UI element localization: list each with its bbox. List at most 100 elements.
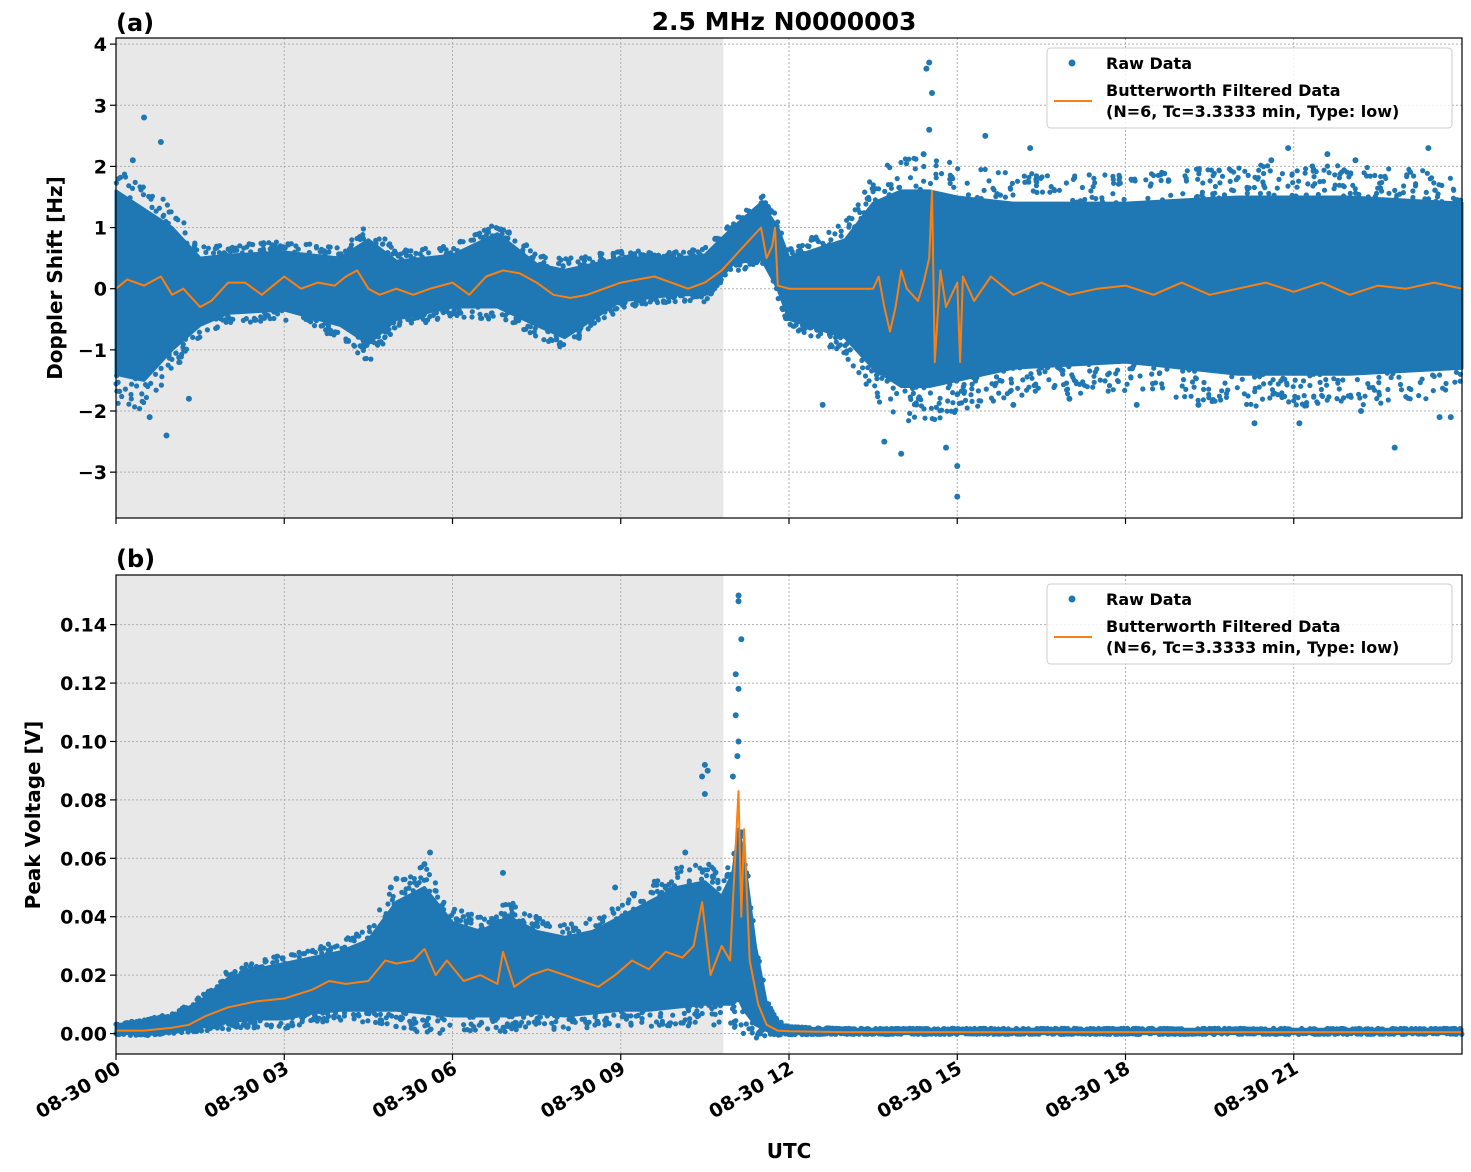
panel-b-raw-point [640, 898, 647, 905]
panel-a-raw-point [1326, 170, 1332, 176]
panel-a-raw-point [1303, 166, 1309, 172]
panel-b-raw-point [478, 1019, 484, 1025]
panel-b-raw-point [1065, 1026, 1071, 1032]
panel-b-raw-point [332, 1010, 339, 1016]
panel-a-raw-point [544, 263, 550, 270]
panel-b-raw-point [531, 1019, 537, 1025]
panel-a-ytick-label: 0 [94, 279, 107, 301]
panel-a-raw-point [472, 232, 478, 238]
panel-a-raw-point [132, 179, 138, 185]
panel-b-raw-point [711, 874, 717, 881]
panel-b-raw-point [748, 905, 754, 911]
panel-b-raw-point [383, 911, 389, 917]
panel-a-raw-point [1168, 192, 1174, 198]
panel-b-raw-point [199, 1028, 205, 1034]
panel-a-raw-point [601, 315, 607, 321]
panel-a-raw-point [852, 207, 858, 213]
panel-a-raw-point [128, 396, 134, 402]
panel-a-raw-point [483, 312, 489, 318]
panel-b-raw-point [327, 947, 333, 953]
panel-a-raw-point [1091, 379, 1097, 385]
panel-a-raw-point [716, 236, 722, 242]
panel-a-raw-point [1195, 397, 1201, 403]
panel-b-raw-point [226, 1026, 232, 1032]
panel-b-raw-point [371, 1011, 377, 1017]
panel-b-raw-point [255, 1024, 261, 1030]
panel-a-raw-point [1335, 163, 1341, 169]
panel-b-raw-point [686, 1004, 692, 1010]
panel-a-raw-point [382, 236, 388, 242]
panel-b-raw-point [833, 1031, 839, 1037]
panel-b-raw-point [919, 1026, 926, 1032]
panel-b-raw-point [611, 1012, 617, 1018]
panel-a-raw-point [950, 400, 956, 406]
panel-a-raw-point [947, 382, 953, 388]
panel-b-raw-point [407, 880, 413, 886]
panel-b-raw-point [692, 1019, 698, 1025]
panel-b-raw-point [459, 908, 465, 914]
panel-a-raw-point [168, 365, 174, 371]
panel-b-raw-outlier [427, 849, 434, 856]
panel-b-raw-point [121, 1031, 127, 1037]
panel-a-raw-point [121, 171, 128, 177]
panel-b-raw-point [964, 1026, 970, 1032]
panel-a-raw-point [1384, 370, 1390, 376]
panel-a-raw-point [743, 207, 750, 213]
panel-b-raw-point [393, 1023, 399, 1030]
panel-b-raw-point [435, 1012, 441, 1018]
panel-a-raw-point [1285, 183, 1291, 189]
panel-a-raw-point [1166, 178, 1172, 184]
panel-b-raw-point [951, 1026, 957, 1032]
panel-b-raw-point [1389, 1026, 1395, 1032]
panel-a-raw-point [1196, 166, 1202, 172]
panel-b-raw-point [1262, 1026, 1268, 1032]
panel-b-raw-point [251, 1021, 257, 1027]
panel-b-raw-point [453, 916, 459, 922]
panel-b-raw-point [393, 1014, 399, 1020]
panel-b-raw-point [725, 871, 731, 877]
panel-b-raw-point [441, 906, 447, 913]
panel-a-raw-point [311, 323, 318, 329]
panel-a-raw-point [1262, 185, 1268, 191]
panel-a-raw-point [820, 240, 826, 246]
panel-a-raw-point [192, 240, 198, 246]
panel-b-raw-point [619, 902, 626, 908]
panel-a-raw-point [1319, 392, 1325, 398]
panel-a-raw-point [1179, 383, 1185, 389]
panel-a-raw-outlier [1268, 157, 1275, 164]
panel-b-ytick-label: 0.00 [60, 1024, 107, 1046]
panel-a-raw-point [1102, 172, 1108, 178]
panel-a-raw-point [828, 342, 834, 348]
panel-a-raw-point [1365, 194, 1371, 200]
panel-b-raw-point [1161, 1025, 1167, 1031]
panel-a-raw-point [334, 245, 340, 251]
panel-a-raw-point [1410, 194, 1416, 201]
panel-a-raw-point [993, 193, 999, 200]
panel-a-raw-point [896, 184, 903, 190]
panel-a-raw-point [890, 409, 896, 415]
panel-b-raw-point [339, 945, 345, 951]
panel-a-raw-point [856, 370, 862, 376]
panel-a-raw-point [1292, 393, 1298, 399]
panel-a-raw-point [990, 185, 996, 191]
panel-a-raw-point [932, 416, 938, 422]
panel-a-raw-point [196, 329, 202, 335]
panel-b-raw-point [1334, 1026, 1340, 1032]
panel-b-raw-point [593, 923, 599, 929]
panel-a-raw-point [797, 327, 803, 333]
panel-a-raw-point [582, 262, 588, 268]
panel-a-raw-point [947, 159, 953, 165]
panel-b-raw-point [1118, 1025, 1124, 1032]
panel-a-raw-point [618, 300, 625, 306]
panel-a-raw-point [126, 183, 132, 189]
panel-a-raw-point [1315, 191, 1321, 198]
panel-b-raw-point [1078, 1026, 1084, 1032]
panel-a-raw-point [788, 246, 794, 252]
panel-b-raw-point [706, 1002, 712, 1008]
panel-a-raw-point [419, 247, 426, 253]
legend-b-raw-label: Raw Data [1106, 590, 1192, 609]
panel-a-raw-point [1401, 183, 1407, 189]
panel-a-raw-point [1086, 172, 1092, 178]
panel-a-raw-point [148, 380, 154, 386]
panel-a-raw-point [1140, 386, 1146, 392]
